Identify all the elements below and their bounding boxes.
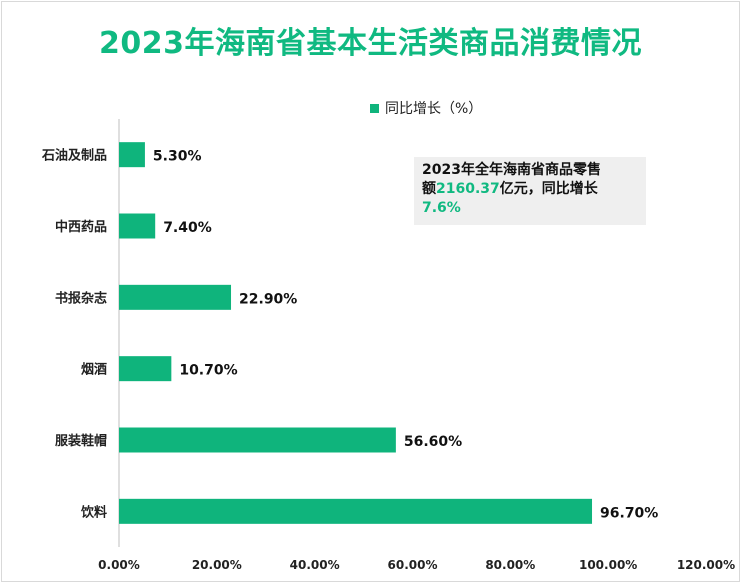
category-label: 饮料	[80, 504, 107, 520]
data-label: 56.60%	[404, 434, 462, 450]
bar	[119, 498, 593, 524]
x-tick-label: 0.00%	[98, 558, 140, 572]
category-label: 烟酒	[81, 363, 107, 378]
data-label: 5.30%	[153, 149, 202, 165]
bar	[119, 213, 156, 239]
chart-title: 2023年海南省基本生活类商品消费情况	[99, 26, 642, 61]
x-tick-label: 60.00%	[388, 558, 438, 572]
annotation-growth: 7.6%	[422, 200, 461, 216]
bar	[119, 284, 232, 310]
data-label: 7.40%	[163, 220, 212, 236]
x-tick-label: 120.00%	[677, 558, 735, 572]
bar	[119, 142, 145, 168]
x-tick-label: 100.00%	[579, 558, 637, 572]
category-label: 书报杂志	[55, 290, 107, 306]
annotation-box: 2023年全年海南省商品零售 额2160.37亿元，同比增长 7.6%	[414, 157, 646, 225]
annotation-line-1: 2023年全年海南省商品零售	[422, 162, 601, 178]
x-tick-label: 40.00%	[290, 558, 340, 572]
data-label: 96.70%	[600, 505, 658, 521]
category-label: 服装鞋帽	[55, 433, 107, 449]
bar	[119, 356, 172, 382]
data-label: 22.90%	[239, 291, 297, 307]
legend-label: 同比增长（%）	[385, 101, 483, 117]
x-tick-label: 80.00%	[485, 558, 535, 572]
data-label: 10.70%	[179, 363, 237, 379]
bar	[119, 427, 396, 453]
annotation-suffix: 亿元，同比增长	[499, 181, 598, 197]
legend: 同比增长（%）	[370, 98, 482, 118]
category-label: 中西药品	[55, 219, 107, 235]
annotation-amount: 2160.37	[436, 181, 500, 197]
x-tick-label: 20.00%	[192, 558, 242, 572]
annotation-prefix: 额	[422, 181, 436, 197]
category-label: 石油及制品	[41, 148, 107, 164]
legend-swatch	[370, 103, 379, 113]
annotation-line-2: 额2160.37亿元，同比增长	[422, 180, 638, 199]
